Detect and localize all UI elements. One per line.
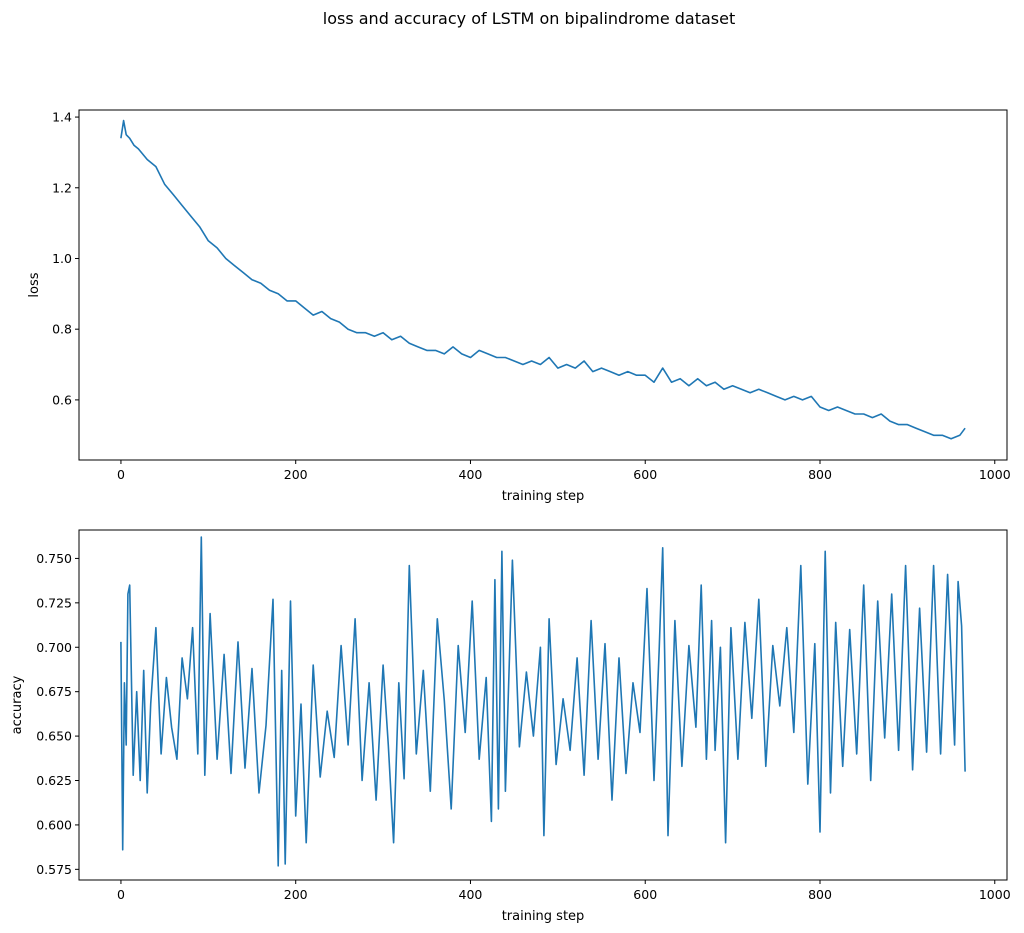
loss-axes-frame [78, 109, 1008, 461]
loss-y-axis-label: loss [27, 272, 42, 297]
figure-suptitle: loss and accuracy of LSTM on bipalindrom… [323, 9, 735, 28]
loss-series-line [120, 119, 966, 440]
accuracy-y-tick-label: 0.625 [36, 773, 72, 788]
loss-x-tick-label: 800 [808, 467, 832, 482]
loss-x-tick-label: 600 [633, 467, 657, 482]
accuracy-x-axis-label: training step [502, 909, 585, 924]
loss-y-tick-label: 0.6 [52, 392, 72, 407]
accuracy-axes-frame [78, 529, 1008, 881]
loss-x-tick-label: 400 [459, 467, 483, 482]
loss-y-tick-label: 0.8 [52, 322, 72, 337]
accuracy-y-axis-label: accuracy [10, 675, 25, 734]
accuracy-y-tick-label: 0.575 [36, 862, 72, 877]
accuracy-y-tick-label: 0.725 [36, 595, 72, 610]
loss-y-tick-label: 1.2 [52, 180, 72, 195]
loss-x-axis-label: training step [502, 489, 585, 504]
loss-x-tick-label: 0 [117, 467, 125, 482]
accuracy-y-tick-label: 0.600 [36, 817, 72, 832]
loss-subplot: 0 200 400 600 800 1000 0.6 0.8 1.0 1.2 1.4 training… [27, 109, 1011, 504]
accuracy-x-tick-label: 1000 [979, 887, 1011, 902]
loss-y-tick-label: 1.0 [52, 251, 72, 266]
accuracy-series-line [120, 536, 966, 867]
loss-y-tick-label: 1.4 [52, 110, 72, 125]
accuracy-x-tick-label: 600 [633, 887, 657, 902]
accuracy-x-tick-label: 200 [284, 887, 308, 902]
accuracy-x-tick-label: 400 [459, 887, 483, 902]
accuracy-y-tick-label: 0.675 [36, 684, 72, 699]
accuracy-x-tick-label: 800 [808, 887, 832, 902]
accuracy-y-tick-label: 0.700 [36, 640, 72, 655]
accuracy-subplot: 0 200 400 600 800 1000 0.575 0.600 0.625 0.650 0.6… [10, 529, 1011, 924]
accuracy-y-tick-label: 0.750 [36, 551, 72, 566]
loss-x-tick-label: 1000 [979, 467, 1011, 482]
accuracy-x-tick-label: 0 [117, 887, 125, 902]
loss-x-tick-label: 200 [284, 467, 308, 482]
accuracy-y-tick-label: 0.650 [36, 729, 72, 744]
